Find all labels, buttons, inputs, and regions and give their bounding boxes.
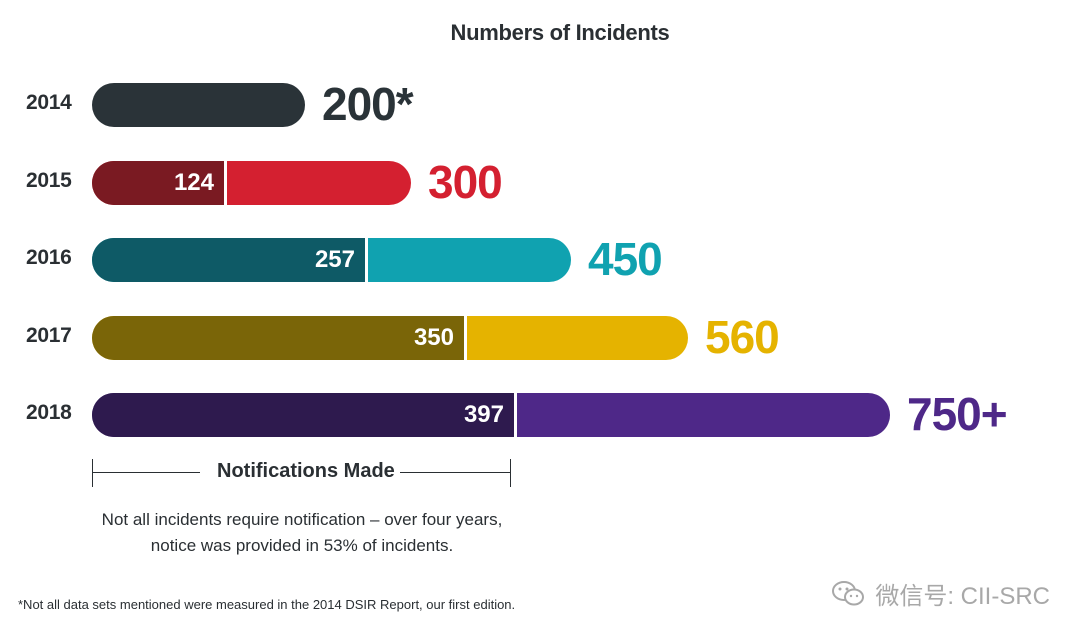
note-line-1: Not all incidents require notification –… xyxy=(101,510,503,529)
year-label-2014: 2014 xyxy=(26,91,72,114)
total-label-2015: 300 xyxy=(428,156,503,208)
year-label-2015: 2015 xyxy=(26,169,72,192)
bracket-left-line xyxy=(92,472,200,473)
bar-divider-2016 xyxy=(365,238,368,282)
total-label-2017: 560 xyxy=(705,311,780,363)
bar-segment-notified-2018 xyxy=(92,393,514,437)
year-label-2018: 2018 xyxy=(26,401,72,424)
bar-segment-notified-2016 xyxy=(92,238,365,282)
bar-divider-2017 xyxy=(464,316,467,360)
total-label-2014: 200* xyxy=(322,78,414,130)
note-line-2: notice was provided in 53% of incidents. xyxy=(150,536,454,555)
bar-2017: 350 xyxy=(92,316,688,360)
year-label-2017: 2017 xyxy=(26,324,72,347)
bar-divider-2018 xyxy=(514,393,517,437)
year-label-2016: 2016 xyxy=(26,246,72,269)
bar-2015: 124 xyxy=(92,161,411,205)
footnote: *Not all data sets mentioned were measur… xyxy=(18,597,516,612)
wechat-icon xyxy=(831,579,867,609)
total-label-2018: 750+ xyxy=(907,388,1008,440)
bar-2014 xyxy=(92,83,305,127)
bar-2018: 397 xyxy=(92,393,890,437)
bracket-left-tick xyxy=(92,459,93,487)
bracket-label: Notifications Made xyxy=(217,460,395,482)
watermark-text: 微信号: CII-SRC xyxy=(875,583,1050,610)
bar-notified-label-2017: 350 xyxy=(413,324,454,351)
bar-notified-label-2018: 397 xyxy=(463,401,504,428)
bar-notified-label-2016: 257 xyxy=(314,246,355,273)
bar-notified-label-2015: 124 xyxy=(173,169,214,196)
bar-segment-notified-2017 xyxy=(92,316,464,360)
bar-segment-notified-2015 xyxy=(92,161,224,205)
bracket-right-line xyxy=(400,472,510,473)
bar-2016: 257 xyxy=(92,238,571,282)
total-label-2016: 450 xyxy=(588,233,663,285)
chart-title: Numbers of Incidents xyxy=(450,20,670,45)
watermark: 微信号: CII-SRC xyxy=(831,576,1050,611)
bar-divider-2015 xyxy=(224,161,227,205)
bracket-right-tick xyxy=(510,459,511,487)
